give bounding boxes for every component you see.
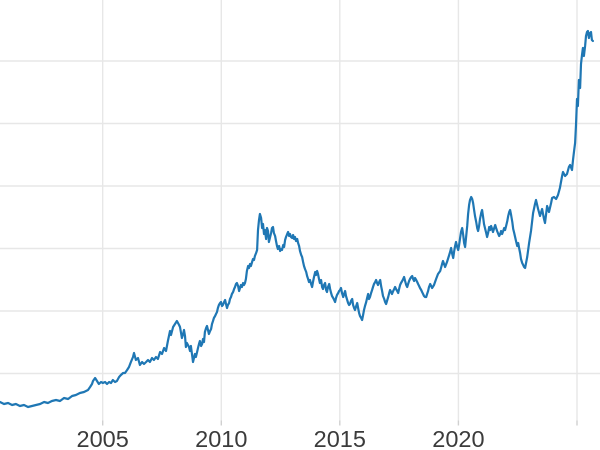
price-line-series [0, 29, 594, 409]
x-tick-label: 2010 [195, 426, 247, 450]
x-tick-label: 2020 [432, 426, 484, 450]
x-tick-label: 2005 [77, 426, 129, 450]
x-tick-label: 2015 [314, 426, 366, 450]
